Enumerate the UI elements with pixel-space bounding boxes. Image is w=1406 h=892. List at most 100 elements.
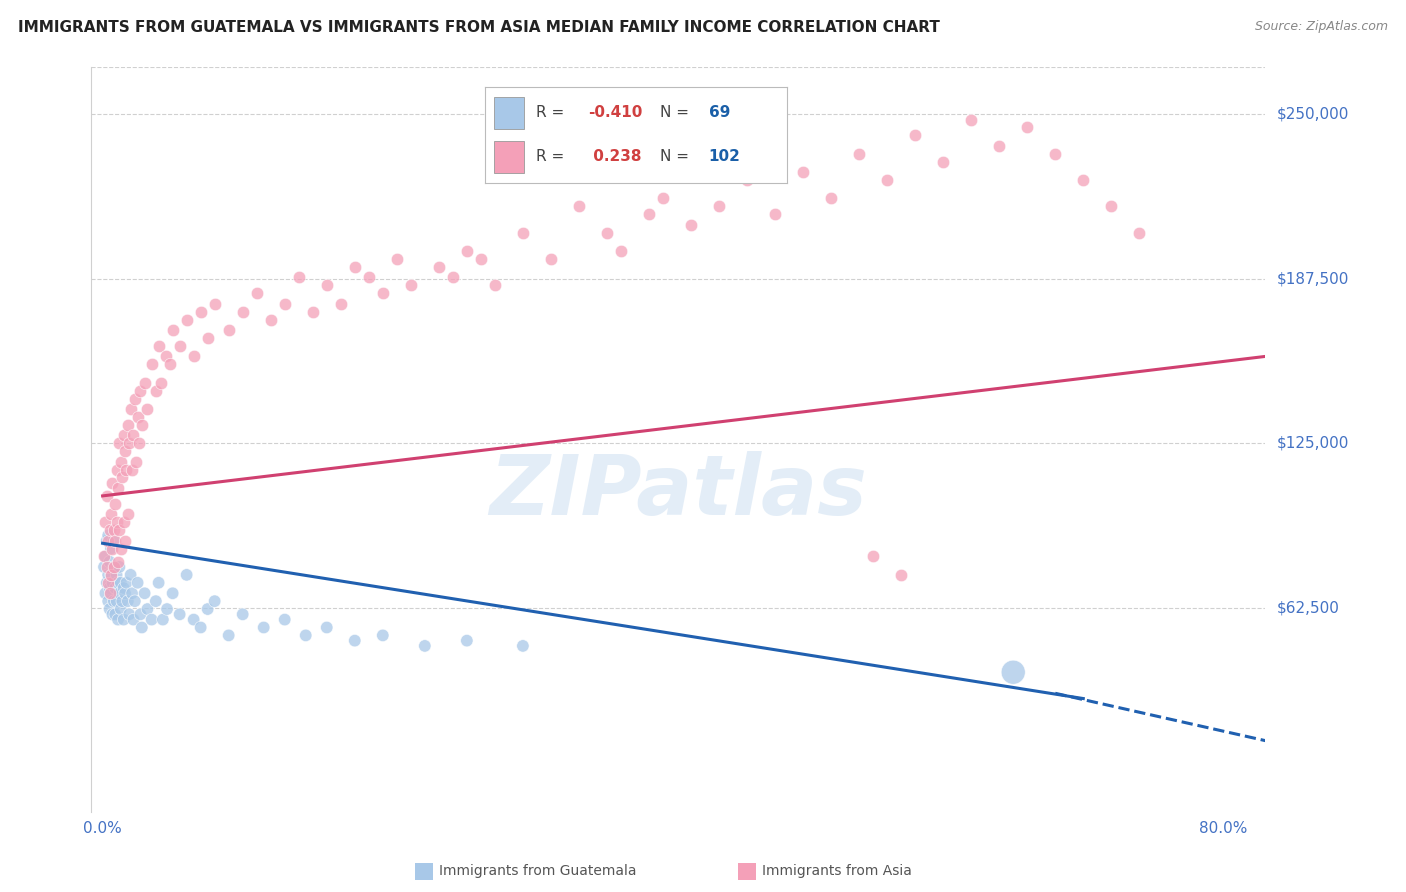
Point <box>100 541 122 556</box>
Point <box>456 244 478 259</box>
Text: Source: ZipAtlas.com: Source: ZipAtlas.com <box>1254 20 1388 33</box>
Point <box>150 376 173 390</box>
Point <box>100 508 122 522</box>
Point <box>107 613 129 627</box>
Point <box>131 620 153 634</box>
Point <box>301 304 323 318</box>
Point <box>190 304 212 318</box>
Point <box>820 192 842 206</box>
Point <box>134 376 156 390</box>
Point <box>183 613 205 627</box>
Point <box>104 607 127 622</box>
Point <box>197 602 219 616</box>
Point <box>117 417 139 432</box>
Point <box>162 586 184 600</box>
Point <box>118 436 141 450</box>
Point <box>127 575 149 590</box>
Point <box>108 560 131 574</box>
Point <box>129 384 152 398</box>
Text: 0.238: 0.238 <box>588 149 641 164</box>
Point <box>848 146 870 161</box>
Point <box>103 560 125 574</box>
Point <box>1099 199 1122 213</box>
Point <box>145 594 167 608</box>
Point <box>117 594 139 608</box>
Point <box>112 613 135 627</box>
Text: $62,500: $62,500 <box>1277 600 1340 615</box>
Point <box>1128 226 1150 240</box>
Point <box>98 581 121 595</box>
Point <box>104 497 127 511</box>
Point <box>152 613 174 627</box>
Point <box>176 312 198 326</box>
Point <box>148 575 170 590</box>
Point <box>112 428 135 442</box>
Point <box>108 586 131 600</box>
Point <box>470 252 492 266</box>
Point <box>103 594 125 608</box>
Point <box>131 417 153 432</box>
Point <box>93 560 115 574</box>
Point <box>274 297 297 311</box>
Point <box>117 508 139 522</box>
Point <box>735 173 758 187</box>
Point <box>96 560 118 574</box>
Point <box>792 165 814 179</box>
Point <box>274 613 297 627</box>
Point <box>105 594 128 608</box>
Point <box>145 384 167 398</box>
Point <box>371 286 394 301</box>
Point <box>253 620 276 634</box>
Point <box>104 581 127 595</box>
Point <box>110 602 132 616</box>
Point <box>96 489 118 503</box>
Point <box>904 128 927 143</box>
Point <box>141 357 163 371</box>
Point <box>97 567 120 582</box>
Point <box>385 252 408 266</box>
Point <box>540 252 562 266</box>
Point <box>218 628 240 642</box>
Point <box>218 323 240 337</box>
Point <box>169 339 191 353</box>
Point <box>97 533 120 548</box>
Point <box>120 402 142 417</box>
Point <box>232 304 254 318</box>
Point <box>98 555 121 569</box>
Point <box>111 594 134 608</box>
Point <box>121 586 143 600</box>
Point <box>315 620 337 634</box>
Point <box>441 270 464 285</box>
Point <box>155 350 177 364</box>
Point <box>596 226 619 240</box>
Point <box>512 226 534 240</box>
Point <box>1017 120 1039 135</box>
FancyBboxPatch shape <box>494 97 524 129</box>
Point <box>399 278 422 293</box>
Point <box>484 278 506 293</box>
Point <box>932 154 955 169</box>
Point <box>204 594 226 608</box>
Point <box>108 436 131 450</box>
Text: Immigrants from Guatemala: Immigrants from Guatemala <box>439 864 636 879</box>
Point <box>103 523 125 537</box>
Point <box>315 278 337 293</box>
Text: Immigrants from Asia: Immigrants from Asia <box>762 864 912 879</box>
Point <box>129 607 152 622</box>
Point <box>988 139 1011 153</box>
Point <box>103 560 125 574</box>
Point <box>456 633 478 648</box>
Point <box>124 392 146 406</box>
Text: 69: 69 <box>709 105 730 120</box>
Point <box>357 270 380 285</box>
Point <box>413 639 436 653</box>
Point <box>103 533 125 548</box>
Point <box>101 475 124 490</box>
Point <box>128 436 150 450</box>
Point <box>101 575 124 590</box>
Point <box>156 602 179 616</box>
Point <box>371 628 394 642</box>
Point <box>118 607 141 622</box>
Point <box>136 602 159 616</box>
Point <box>287 270 309 285</box>
